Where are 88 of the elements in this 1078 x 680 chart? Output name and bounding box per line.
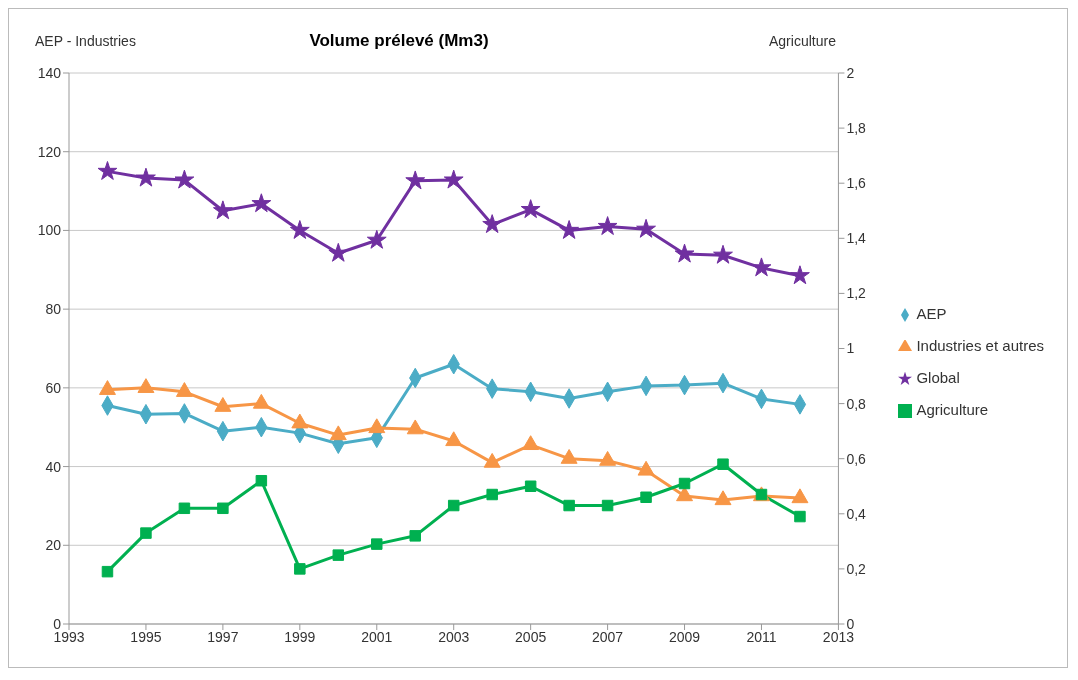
- y-tick-label: 120: [37, 143, 62, 160]
- y2-tick-label: 2: [846, 64, 855, 81]
- x-tick-label: 1999: [284, 628, 316, 645]
- point: [713, 244, 733, 264]
- point: [405, 170, 426, 190]
- point: [559, 220, 580, 239]
- point: [368, 418, 386, 434]
- x-tick-label: 2009: [668, 628, 701, 645]
- point: [560, 449, 578, 464]
- y-axis-title: AEP - Industries: [35, 33, 136, 49]
- point: [332, 549, 345, 561]
- point: [486, 488, 498, 501]
- y2-tick-label: 1,8: [846, 120, 867, 137]
- point: [371, 538, 383, 550]
- y2-tick-label: 0,2: [846, 560, 867, 577]
- chart-title: Volume prélevé (Mm3): [309, 31, 489, 50]
- point: [447, 499, 460, 512]
- y-tick-label: 140: [37, 64, 62, 81]
- point: [751, 257, 772, 277]
- point: [214, 397, 232, 412]
- y2-tick-label: 1,2: [846, 285, 867, 302]
- point: [252, 393, 270, 409]
- point: [563, 499, 575, 512]
- y-tick-label: 60: [45, 379, 62, 396]
- point: [636, 218, 656, 238]
- point: [791, 488, 809, 504]
- point: [289, 220, 310, 239]
- y-tick-label: 100: [37, 222, 62, 239]
- y-tick-label: 80: [45, 301, 62, 318]
- point: [637, 460, 655, 476]
- point: [174, 169, 195, 189]
- x-tick-label: 2001: [361, 628, 393, 645]
- y2-tick-label: 0,4: [846, 505, 867, 522]
- point: [443, 169, 464, 189]
- y2-tick-label: 1,6: [846, 175, 867, 192]
- point: [522, 435, 540, 451]
- point: [294, 563, 306, 575]
- point: [251, 193, 272, 213]
- x-tick-label: 1995: [130, 628, 162, 645]
- point: [175, 382, 193, 397]
- point: [101, 565, 114, 578]
- y2-tick-label: 1: [846, 340, 855, 357]
- y2-tick-label: 0,6: [846, 450, 867, 467]
- point: [676, 486, 694, 502]
- point: [717, 458, 729, 470]
- point: [137, 378, 155, 393]
- point: [291, 413, 309, 429]
- point: [678, 477, 691, 490]
- point: [366, 229, 387, 249]
- point: [790, 265, 810, 285]
- point: [97, 160, 118, 180]
- point: [674, 243, 695, 263]
- point: [328, 242, 349, 262]
- point: [409, 530, 421, 542]
- y2-axis-title: Agriculture: [769, 33, 836, 49]
- point: [597, 216, 618, 235]
- point: [483, 452, 501, 468]
- point: [482, 214, 503, 234]
- point: [178, 502, 191, 515]
- point: [524, 480, 537, 492]
- point: [217, 502, 229, 515]
- y2-tick-label: 0,8: [846, 395, 867, 412]
- point: [601, 499, 614, 512]
- point: [99, 380, 116, 395]
- point: [140, 527, 152, 539]
- point: [794, 510, 806, 523]
- point: [520, 199, 541, 219]
- x-tick-label: 2005: [515, 628, 547, 645]
- point: [599, 450, 617, 466]
- legend-label: Industries et autres: [916, 336, 1044, 354]
- point: [255, 475, 268, 487]
- legend-label: AEP: [916, 304, 947, 322]
- x-tick-label: 2003: [438, 628, 470, 645]
- point: [329, 425, 347, 441]
- legend-label: Global: [916, 368, 960, 386]
- legend-label: Agriculture: [916, 400, 989, 418]
- x-tick-label: 2007: [592, 628, 624, 645]
- point: [406, 419, 424, 435]
- x-tick-label: 1997: [207, 628, 239, 645]
- x-tick-label: 2011: [746, 628, 777, 645]
- y2-tick-label: 1,4: [846, 230, 867, 247]
- point: [640, 491, 652, 504]
- point: [714, 490, 732, 506]
- y-tick-label: 20: [45, 537, 62, 554]
- y-tick-label: 40: [45, 458, 62, 475]
- point: [212, 200, 233, 220]
- point: [136, 167, 156, 187]
- point: [445, 431, 463, 447]
